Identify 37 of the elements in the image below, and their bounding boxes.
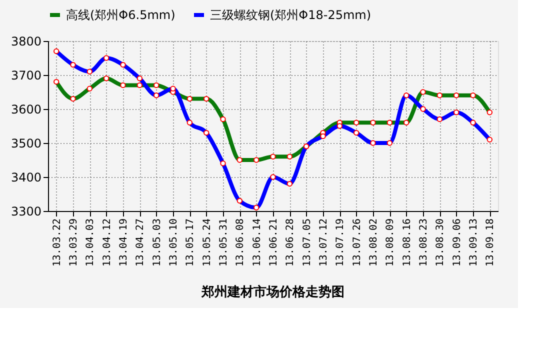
y-tick-label: 3300 [10, 204, 42, 218]
x-tick-label: 13.07.05 [302, 218, 313, 267]
x-tick-label: 13.05.17 [185, 218, 196, 267]
x-tick-label: 13.07.26 [352, 218, 363, 267]
x-tick-label: 13.08.02 [368, 218, 380, 267]
x-tick-label: 13.08.23 [418, 218, 430, 267]
line-series [53, 76, 493, 163]
x-tick-label: 13.07.19 [335, 218, 346, 267]
legend-label: 三级螺纹钢(郑州Φ18-25mm) [210, 8, 372, 22]
x-tick-label: 13.03.22 [52, 218, 63, 267]
x-tick-label: 13.05.10 [168, 218, 180, 267]
y-tick-label: 3600 [10, 102, 42, 116]
x-tick-label: 13.05.24 [202, 218, 213, 267]
x-tick-label: 13.09.18 [485, 218, 496, 267]
x-tick-label: 13.06.14 [252, 218, 263, 267]
x-tick-label: 13.08.09 [385, 218, 396, 267]
x-tick-label: 13.05.31 [218, 218, 230, 267]
x-tick-label: 13.09.13 [468, 218, 480, 267]
x-tick-label: 13.04.03 [85, 218, 96, 267]
y-tick-label: 3700 [10, 68, 42, 82]
y-tick-label: 3400 [10, 170, 42, 184]
x-tick-label: 13.06.08 [235, 218, 246, 267]
x-tick-label: 13.07.12 [318, 218, 330, 267]
y-tick-label: 3800 [10, 34, 42, 48]
x-tick-label: 13.04.19 [118, 218, 130, 267]
x-tick-label: 13.04.27 [135, 218, 146, 267]
x-tick-label: 13.05.03 [152, 218, 163, 267]
x-tick-label: 13.09.06 [452, 218, 463, 267]
y-tick-label: 3500 [10, 136, 42, 150]
x-tick-label: 13.08.16 [402, 218, 413, 267]
x-tick-label: 13.06.21 [268, 218, 280, 267]
x-tick-label: 13.03.29 [68, 218, 80, 267]
x-tick-label: 13.04.12 [102, 218, 113, 267]
text: 郑州建材市场价格走势图 [200, 284, 344, 300]
legend-label: 高线(郑州Φ6.5mm) [66, 8, 176, 22]
x-tick-label: 13.06.28 [285, 218, 296, 267]
x-tick-label: 13.08.30 [435, 218, 446, 267]
